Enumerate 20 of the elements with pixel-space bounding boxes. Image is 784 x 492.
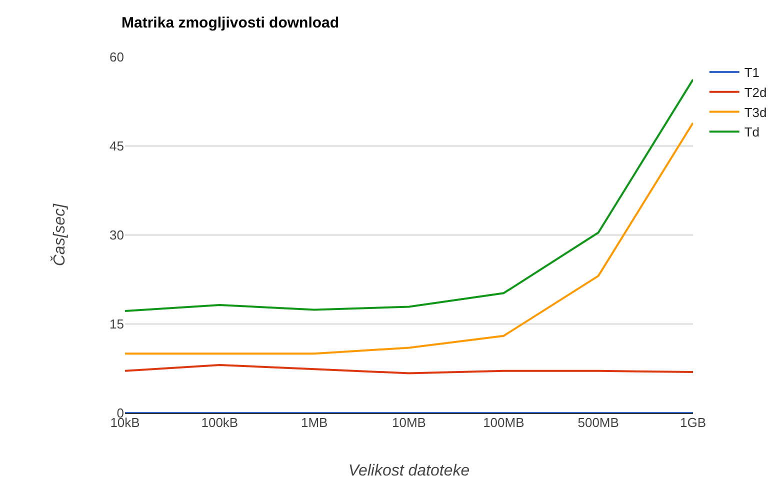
x-tick-label: 100kB — [201, 415, 238, 430]
legend-label: T2d — [744, 84, 767, 100]
x-tick-label: 1MB — [300, 415, 328, 430]
chart-title: Matrika zmogljivosti download — [122, 14, 340, 32]
x-axis-title: Velikost datoteke — [348, 462, 470, 480]
legend-label: Td — [744, 124, 760, 140]
x-tick-label: 10MB — [392, 415, 426, 430]
legend-label: T3d — [744, 104, 767, 120]
y-tick-label: 15 — [110, 316, 124, 332]
y-tick-label: 30 — [110, 228, 124, 243]
y-tick-label: 45 — [110, 138, 124, 154]
line-series — [125, 122, 693, 355]
y-axis-title: Čas[sec] — [50, 203, 68, 266]
x-tick-label: 1GB — [680, 415, 706, 430]
legend-label: T1 — [744, 65, 760, 80]
line-series — [125, 364, 693, 374]
y-tick-label: 60 — [110, 50, 124, 65]
line-series — [125, 78, 693, 312]
x-tick-label: 500MB — [578, 415, 619, 430]
x-tick-label: 100MB — [483, 415, 524, 430]
